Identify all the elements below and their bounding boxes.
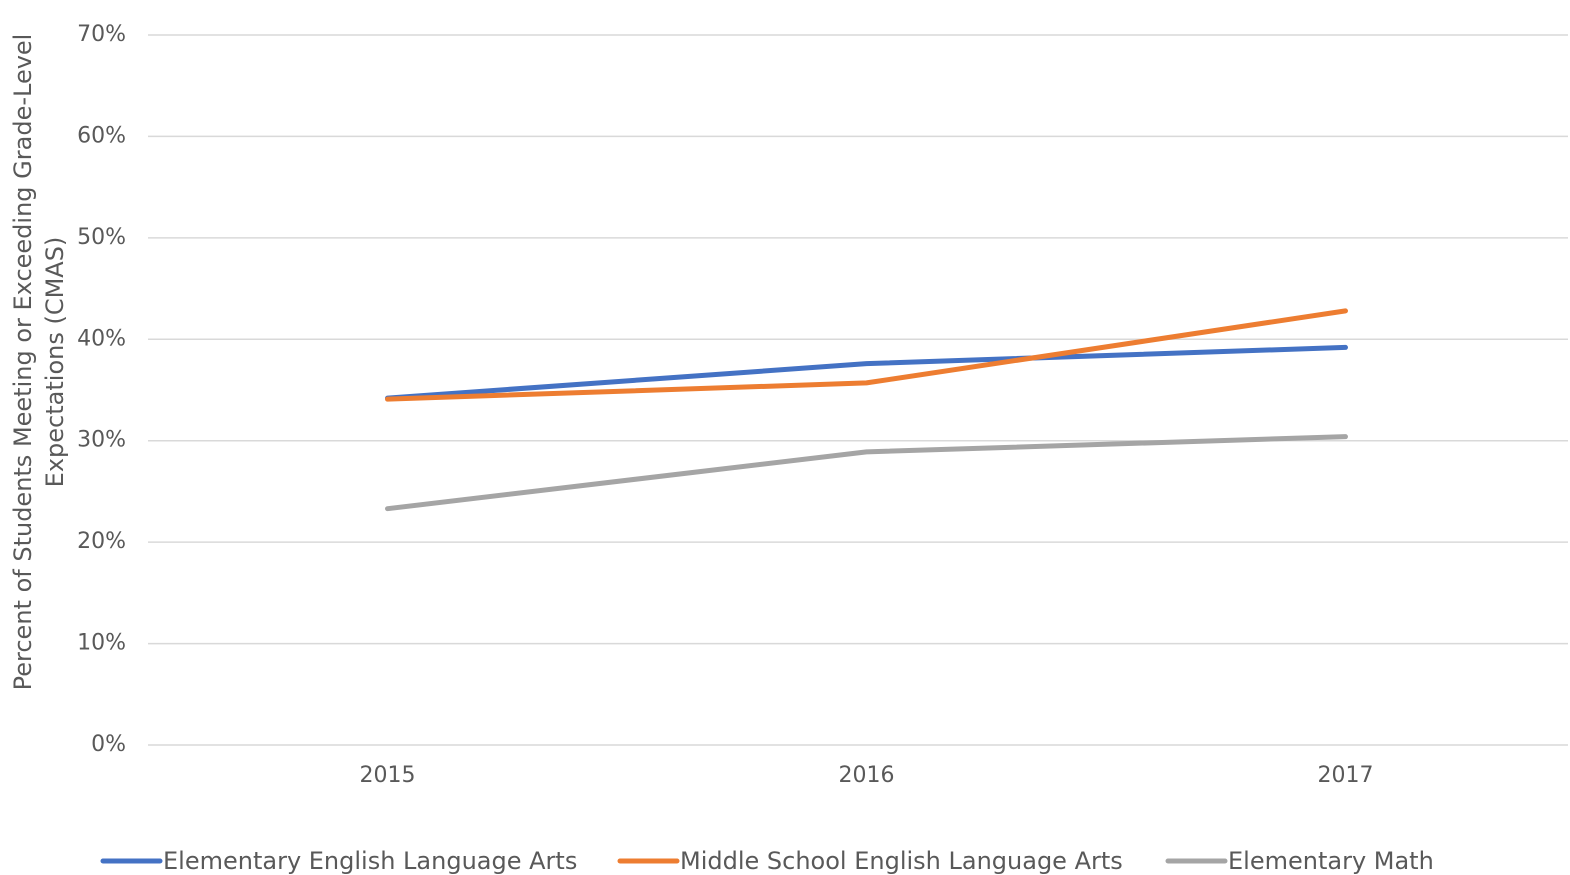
y-tick-label: 10%	[77, 631, 126, 656]
y-tick-label: 20%	[77, 529, 126, 554]
y-tick-label: 40%	[77, 326, 126, 351]
x-tick-label: 2016	[839, 763, 895, 788]
y-axis-label-line: Expectations (CMAS)	[41, 237, 69, 488]
legend-label: Elementary English Language Arts	[163, 847, 577, 875]
y-tick-label: 70%	[77, 22, 126, 47]
x-tick-label: 2017	[1318, 763, 1374, 788]
x-tick-label: 2015	[360, 763, 416, 788]
y-tick-label: 30%	[77, 428, 126, 453]
y-tick-label: 60%	[77, 123, 126, 148]
y-axis-label: Percent of Students Meeting or Exceeding…	[9, 34, 69, 691]
legend-label: Elementary Math	[1228, 847, 1434, 875]
series-line	[385, 434, 1348, 512]
y-axis-label-line: Percent of Students Meeting or Exceeding…	[9, 34, 37, 691]
y-tick-label: 0%	[91, 732, 126, 757]
legend-label: Middle School English Language Arts	[680, 847, 1123, 875]
series-line	[385, 344, 1348, 401]
y-tick-label: 50%	[77, 225, 126, 250]
series-line	[385, 308, 1348, 402]
